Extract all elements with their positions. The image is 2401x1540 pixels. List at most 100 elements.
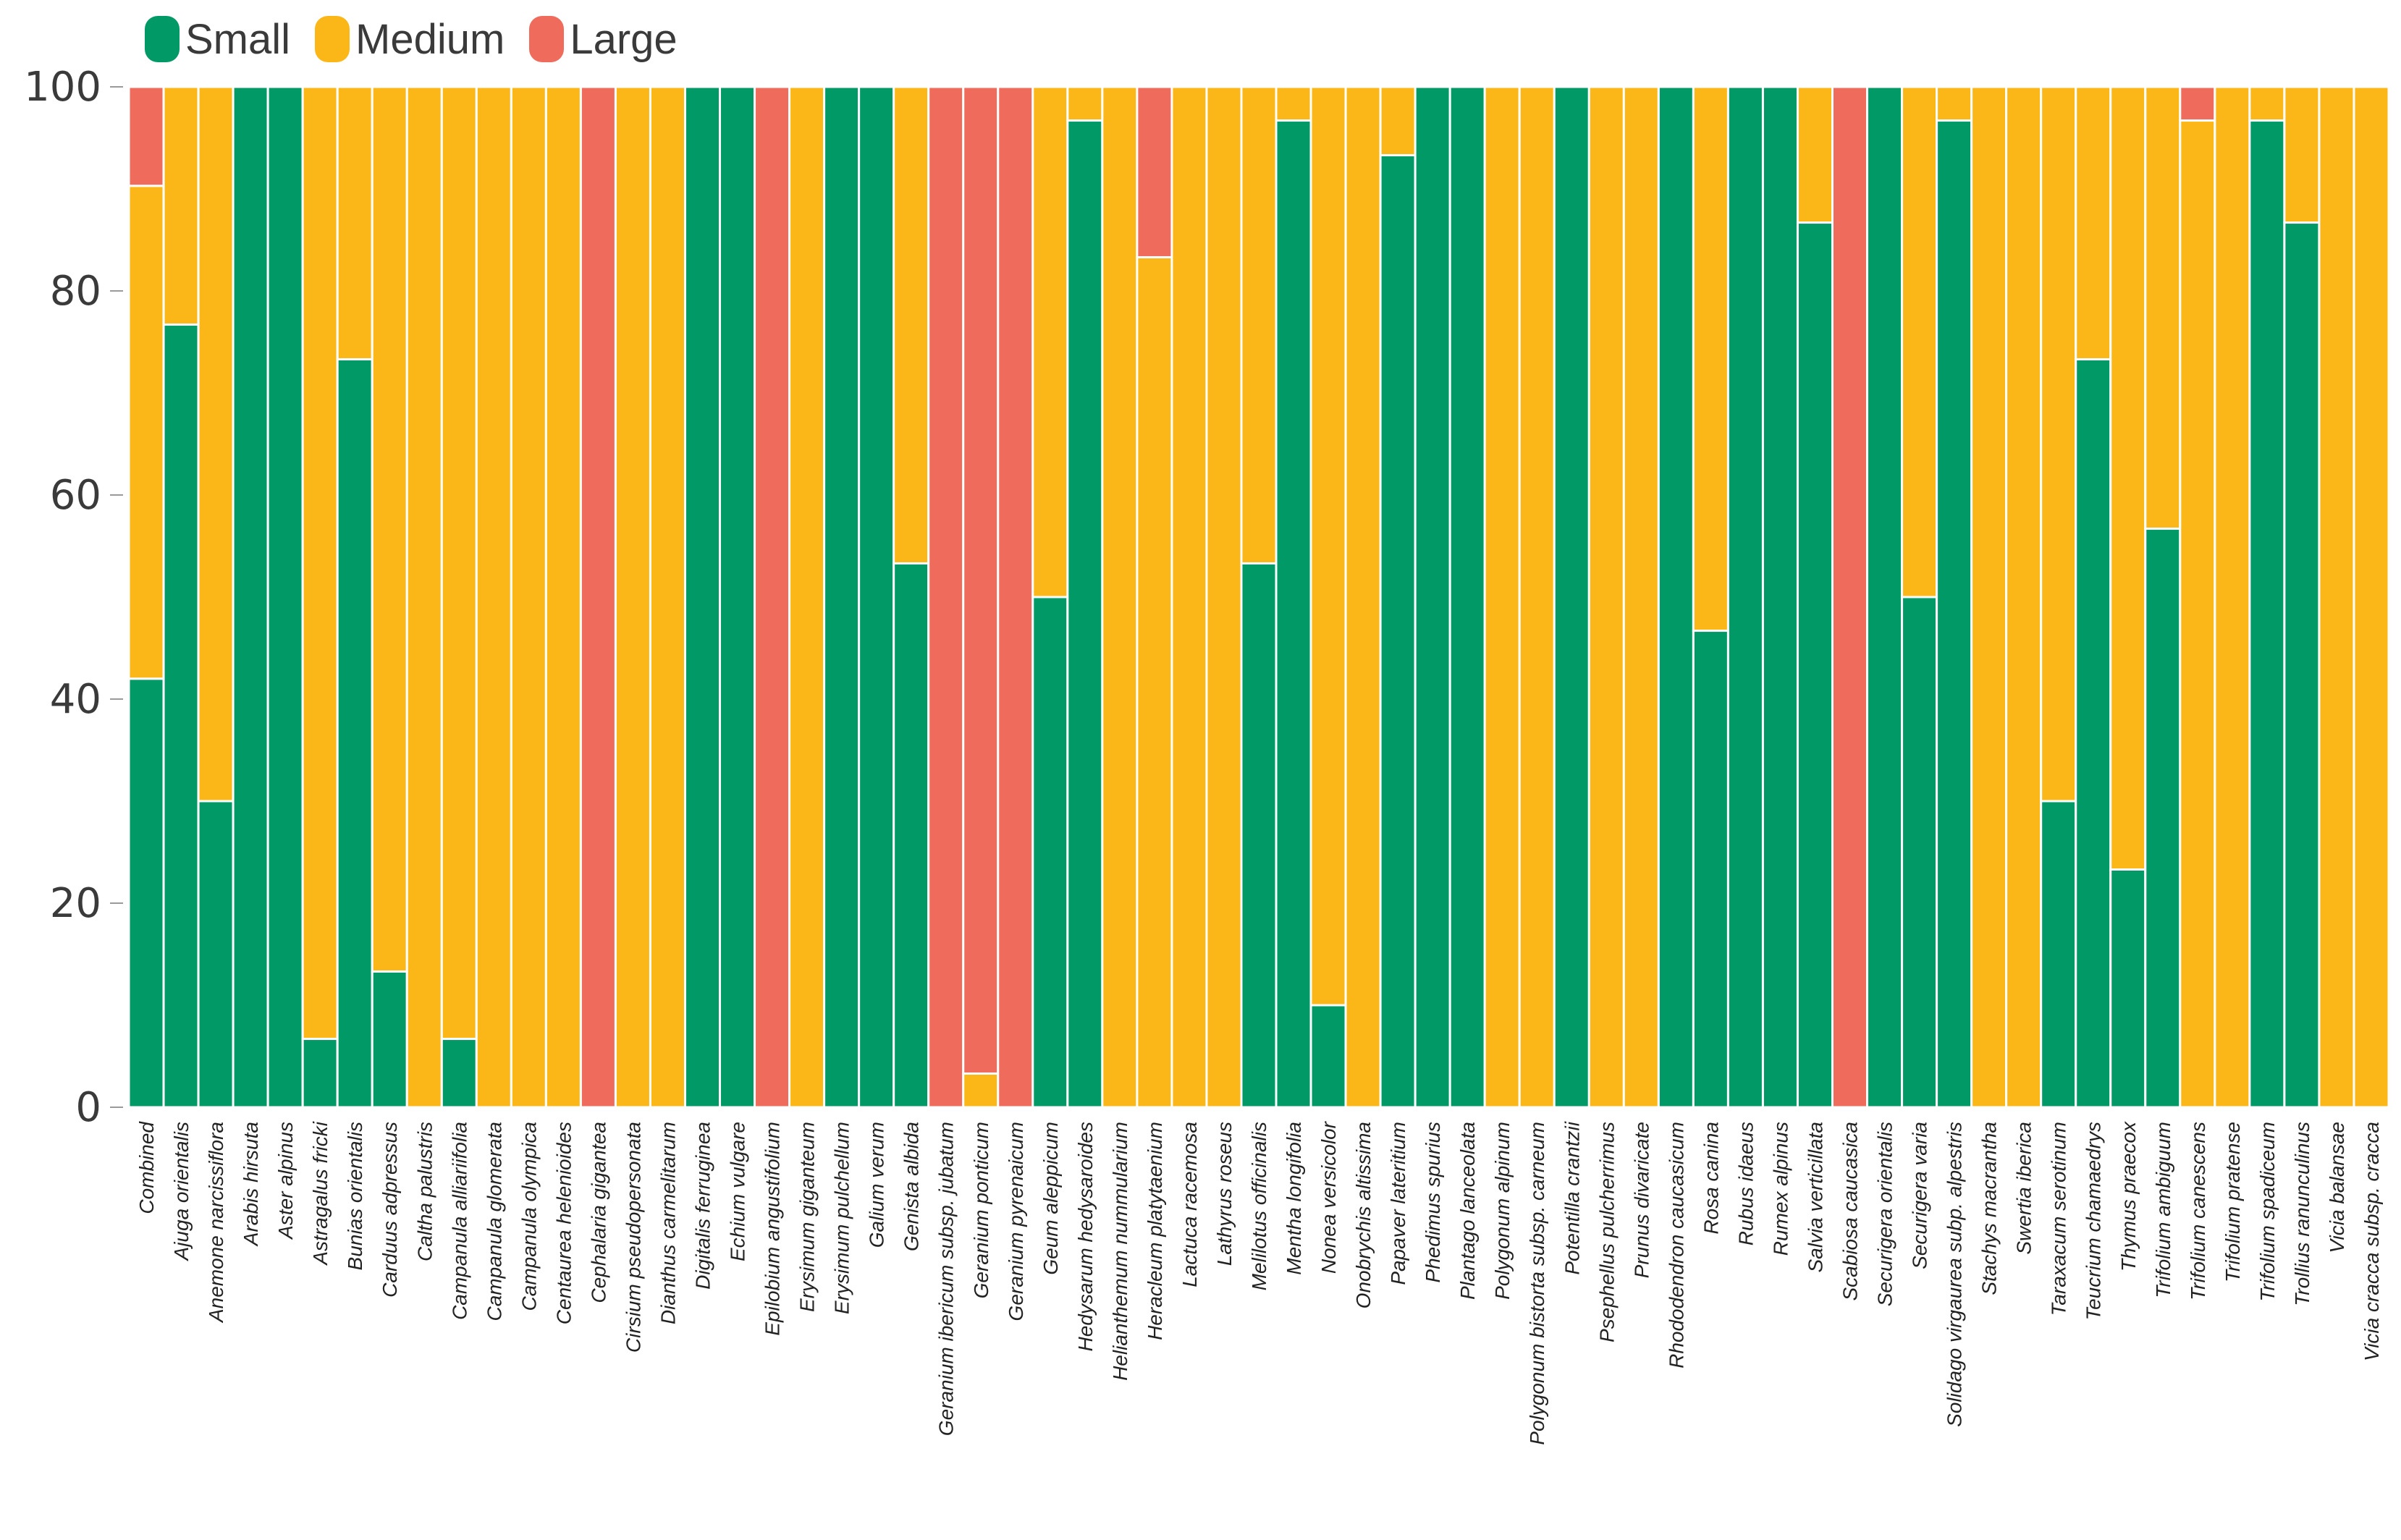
bar-segment-small	[266, 85, 304, 1109]
x-tick-label: Vicia cracca subsp. cracca	[2360, 1122, 2383, 1361]
bar-segment-small	[1275, 119, 1312, 1109]
x-tick-label: Geranium ibericum subsp. jubatum	[935, 1122, 958, 1436]
bar-segment-medium	[893, 85, 930, 564]
x-tick-label: Plantago lanceolata	[1456, 1122, 1479, 1300]
x-tick-label: Arabis hirsuta	[240, 1122, 262, 1247]
bar-segment-medium	[1031, 85, 1069, 598]
bar-segment-small	[1936, 119, 1973, 1109]
x-tick-label: Heracleum platytaenium	[1144, 1122, 1166, 1340]
x-tick-label: Geranium pyrenaicum	[1005, 1122, 1027, 1321]
legend-swatch-large	[529, 16, 565, 62]
x-tick-label: Geranium ponticum	[970, 1122, 992, 1298]
bar-segment-large	[754, 85, 791, 1109]
bar-segment-medium	[2075, 85, 2112, 360]
x-tick-label: Trollius ranunculinus	[2291, 1122, 2313, 1306]
bar-segment-small	[1240, 562, 1278, 1109]
bar-segment-medium	[510, 85, 547, 1109]
x-tick-label: Scabiosa caucasica	[1839, 1122, 1862, 1300]
bar-segment-small	[2109, 868, 2147, 1109]
x-tick-label: Solidago virgaurea subp. alpestris	[1944, 1122, 1966, 1427]
bar-segment-small	[1866, 85, 1904, 1109]
bar-segment-small	[1761, 85, 1799, 1109]
bar-segment-medium	[1136, 255, 1173, 1109]
x-tick-label: Campanula glomerata	[483, 1122, 505, 1321]
x-tick-label: Trifolium canescens	[2187, 1122, 2209, 1300]
x-tick-label: Onobrychis altissima	[1352, 1122, 1375, 1308]
bar-segment-medium	[1309, 85, 1347, 1007]
bar-segment-medium	[1970, 85, 2008, 1109]
bar-segment-small	[1553, 85, 1590, 1109]
bar-segment-small	[719, 85, 756, 1109]
bar-segment-small	[336, 358, 374, 1109]
x-tick-label: Erysimum giganteum	[796, 1122, 819, 1312]
legend-item-large: Large	[529, 15, 678, 64]
legend-swatch-small	[145, 16, 180, 62]
bar-segment-medium	[2248, 85, 2286, 122]
bar-segment-medium	[2144, 85, 2182, 530]
x-tick-label: Erysimum pulchellum	[831, 1122, 853, 1314]
x-tick-label: Geum aleppicum	[1039, 1122, 1062, 1275]
bar-segment-small	[2283, 221, 2321, 1109]
x-tick-label: Psephellus pulcherrimus	[1595, 1122, 1618, 1342]
bar-segment-medium	[1205, 85, 1243, 1109]
y-tick-label: 60	[50, 472, 101, 519]
x-tick-label: Securigera varia	[1909, 1122, 1931, 1269]
bar-segment-small	[823, 85, 861, 1109]
bar-segment-large	[579, 85, 617, 1109]
y-tick-label: 100	[24, 64, 101, 111]
x-tick-label: Trifolium spadiceum	[2256, 1122, 2279, 1301]
x-tick-label: Centaurea helenioides	[552, 1122, 575, 1324]
legend-label-small: Small	[185, 15, 291, 63]
x-tick-label: Mentha longifolia	[1283, 1122, 1305, 1275]
bar-segment-medium	[614, 85, 651, 1109]
x-tick-label: Potentilla crantzii	[1561, 1121, 1583, 1274]
bar-segment-medium	[2214, 85, 2251, 1109]
bar-segment-large	[1136, 85, 1173, 258]
bar-segment-small	[1031, 596, 1069, 1109]
bar-segment-medium	[162, 85, 200, 326]
bar-segment-medium	[2109, 85, 2147, 871]
bar-segment-medium	[2179, 119, 2216, 1109]
bar-segment-large	[2179, 85, 2216, 122]
x-tick-label: Bunias orientalis	[344, 1122, 366, 1270]
bar-segment-medium	[1518, 85, 1556, 1109]
bar-segment-small	[2040, 800, 2077, 1109]
bar-segment-small	[2144, 528, 2182, 1109]
bar-segment-medium	[1622, 85, 1660, 1109]
bar-segment-large	[997, 85, 1034, 1109]
bar-segment-small	[893, 562, 930, 1109]
bar-segment-small	[1796, 221, 1834, 1109]
x-tick-label: Polygonum bistorta subsp. carneum	[1526, 1122, 1548, 1445]
bar-segment-medium	[2040, 85, 2077, 803]
x-tick-label: Carduus adpressus	[379, 1122, 401, 1298]
bar-segment-medium	[2283, 85, 2321, 224]
bar-segment-medium	[336, 85, 374, 360]
bar-segment-large	[927, 85, 965, 1109]
x-tick-label: Rumex alpinus	[1769, 1122, 1792, 1256]
bar-segment-medium	[1692, 85, 1729, 632]
bar-segment-small	[1066, 119, 1104, 1109]
bar-segment-medium	[1275, 85, 1312, 122]
x-tick-label: Campanula alliariifolia	[448, 1122, 471, 1320]
x-tick-label: Cephalaria gigantea	[587, 1122, 609, 1303]
x-tick-label: Aster alpinus	[274, 1122, 297, 1240]
x-tick-label: Trifolium pratense	[2221, 1122, 2244, 1282]
bar-segment-medium	[1066, 85, 1104, 122]
y-tick-label: 40	[50, 676, 101, 723]
bar-segment-medium	[405, 85, 443, 1109]
x-tick-label: Prunus divaricate	[1630, 1122, 1653, 1278]
bar-segment-small	[1726, 85, 1764, 1109]
bar-segment-medium	[2353, 85, 2390, 1109]
bar-segment-medium	[301, 85, 339, 1041]
legend-label-medium: Medium	[355, 15, 505, 63]
x-tick-label: Genista albida	[900, 1122, 923, 1251]
bar-segment-medium	[1379, 85, 1417, 156]
x-tick-label: Lathyrus roseus	[1213, 1122, 1236, 1266]
x-tick-label: Galium verum	[866, 1122, 888, 1248]
legend-item-small: Small	[145, 15, 290, 64]
bar-segment-small	[1414, 85, 1451, 1109]
bar-segment-medium	[1483, 85, 1521, 1109]
bar-segment-medium	[544, 85, 582, 1109]
x-tick-label: Rubus idaeus	[1734, 1122, 1757, 1245]
